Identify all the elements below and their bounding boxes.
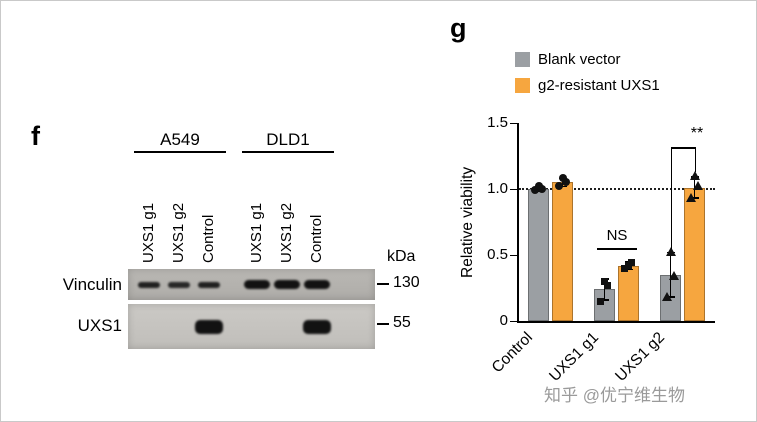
y-tick-mark <box>510 320 517 322</box>
legend-item-1: g2-resistant UXS1 <box>515 77 660 94</box>
y-axis <box>517 123 519 322</box>
data-point-circle <box>554 182 563 191</box>
cell-line-name-a549: A549 <box>160 130 200 149</box>
data-point-square <box>621 264 628 272</box>
legend-swatch <box>515 78 530 93</box>
y-tick-mark <box>510 254 517 256</box>
blot-band <box>274 280 300 289</box>
data-point-circle <box>561 178 570 187</box>
lane-label-1: UXS1 g1 <box>140 202 157 263</box>
x-axis-label-control: Control <box>488 329 537 377</box>
annotation-ns: NS <box>606 227 628 244</box>
data-point-triangle <box>665 247 676 257</box>
data-point-square <box>625 262 632 270</box>
bar-control-series0 <box>528 189 549 321</box>
y-tick-label: 0.5 <box>487 246 508 263</box>
panel-g-label: g <box>450 13 467 43</box>
y-tick-mark <box>510 122 517 124</box>
marker-tick-130 <box>377 283 389 285</box>
lane-label-2: UXS1 g2 <box>170 202 187 263</box>
blot-band <box>244 280 270 289</box>
blot-band <box>303 319 331 334</box>
blot-row-label-vinculin: Vinculin <box>62 275 122 294</box>
blot-band <box>168 281 190 288</box>
y-tick-label: 0 <box>499 312 508 329</box>
data-point-circle <box>558 174 567 183</box>
y-tick-mark <box>510 188 517 190</box>
lane-label-6: Control <box>308 214 325 263</box>
y-axis-title: Relative viability <box>459 166 476 278</box>
lane-label-5: UXS1 g2 <box>278 202 295 263</box>
error-bar <box>603 278 606 300</box>
bar-control-series1 <box>552 182 573 321</box>
blot-band <box>198 281 220 288</box>
western-blot-strip-uxs1 <box>128 304 375 349</box>
data-point-triangle <box>692 181 703 191</box>
panel-f-label: f <box>31 121 40 151</box>
sig-bracket-top <box>670 147 696 149</box>
sig-bracket-right <box>694 147 696 172</box>
blot-row-label-uxs1: UXS1 <box>77 316 122 335</box>
error-bar-cap <box>624 268 633 271</box>
x-axis <box>517 321 715 323</box>
lane-label-4: UXS1 g1 <box>248 202 265 263</box>
error-bar-cap <box>558 185 567 188</box>
annotation-ns-line <box>597 248 637 250</box>
y-tick-label: 1.0 <box>487 180 508 197</box>
reference-line <box>519 188 715 190</box>
error-bar-cap <box>600 299 609 301</box>
data-point-triangle <box>661 292 672 302</box>
lane-label-3: Control <box>200 214 217 263</box>
kda-unit-label: kDa <box>387 248 416 265</box>
data-point-square <box>604 281 611 289</box>
bar-uxs1-g1-series1 <box>618 265 639 321</box>
cell-line-header-a549: A549 <box>134 130 226 153</box>
marker-label-55: 55 <box>393 314 411 331</box>
annotation-significance: ** <box>690 125 704 142</box>
legend-label: Blank vector <box>538 51 621 68</box>
data-point-square <box>597 297 604 305</box>
blot-band <box>304 280 330 289</box>
bar-uxs1-g2-series1 <box>684 187 705 321</box>
data-point-triangle <box>668 271 679 281</box>
marker-tick-55 <box>377 323 389 325</box>
sig-bracket-left <box>670 147 672 249</box>
chart-legend: Blank vector g2-resistant UXS1 <box>515 51 660 103</box>
legend-item-0: Blank vector <box>515 51 660 68</box>
blot-band <box>138 281 160 288</box>
watermark-text: 知乎 @优宁维生物 <box>544 386 685 405</box>
data-point-circle <box>534 182 543 191</box>
western-blot-strip-vinculin <box>128 269 375 300</box>
data-point-square <box>601 277 608 285</box>
legend-swatch <box>515 52 530 67</box>
cell-line-header-dld1: DLD1 <box>242 130 334 153</box>
y-tick-label: 1.5 <box>487 114 508 131</box>
legend-label: g2-resistant UXS1 <box>538 77 660 94</box>
data-point-triangle <box>685 193 696 203</box>
cell-line-name-dld1: DLD1 <box>266 130 310 149</box>
data-point-triangle <box>689 170 700 180</box>
data-point-circle <box>530 186 539 195</box>
blot-band <box>195 319 223 334</box>
marker-label-130: 130 <box>393 274 420 291</box>
